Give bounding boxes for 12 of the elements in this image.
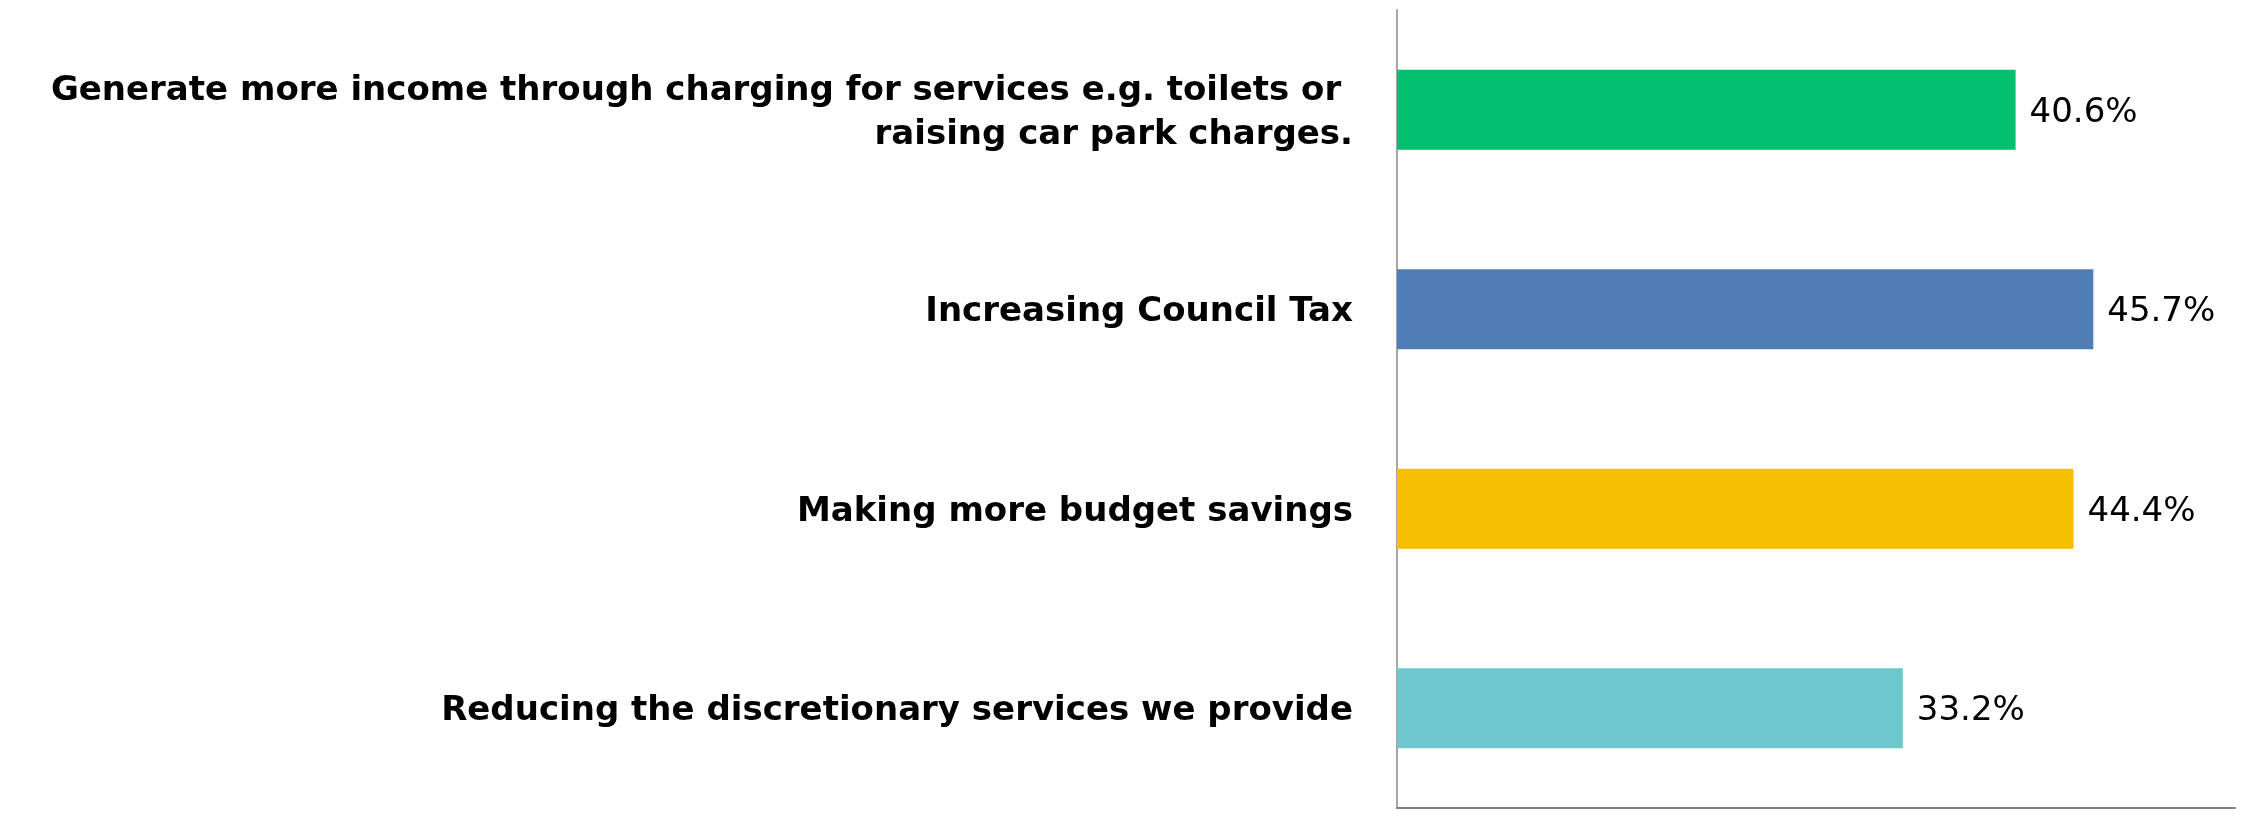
- data-label: 40.6%: [2029, 89, 2138, 130]
- data-label: 33.2%: [1916, 688, 2025, 729]
- bar: [1397, 69, 2016, 150]
- bar: [1397, 668, 1903, 749]
- bar: [1397, 269, 2094, 350]
- y-tick-label: Reducing the discretionary services we provide: [441, 688, 1353, 729]
- bar: [1397, 468, 2074, 549]
- y-tick-label: Generate more income through charging for services e.g. toilets or raising car park charges.: [50, 67, 1353, 152]
- y-tick-label: Increasing Council Tax: [925, 289, 1354, 330]
- data-label: 44.4%: [2087, 488, 2196, 529]
- data-label: 45.7%: [2107, 289, 2216, 330]
- y-tick-label: Making more budget savings: [796, 488, 1353, 529]
